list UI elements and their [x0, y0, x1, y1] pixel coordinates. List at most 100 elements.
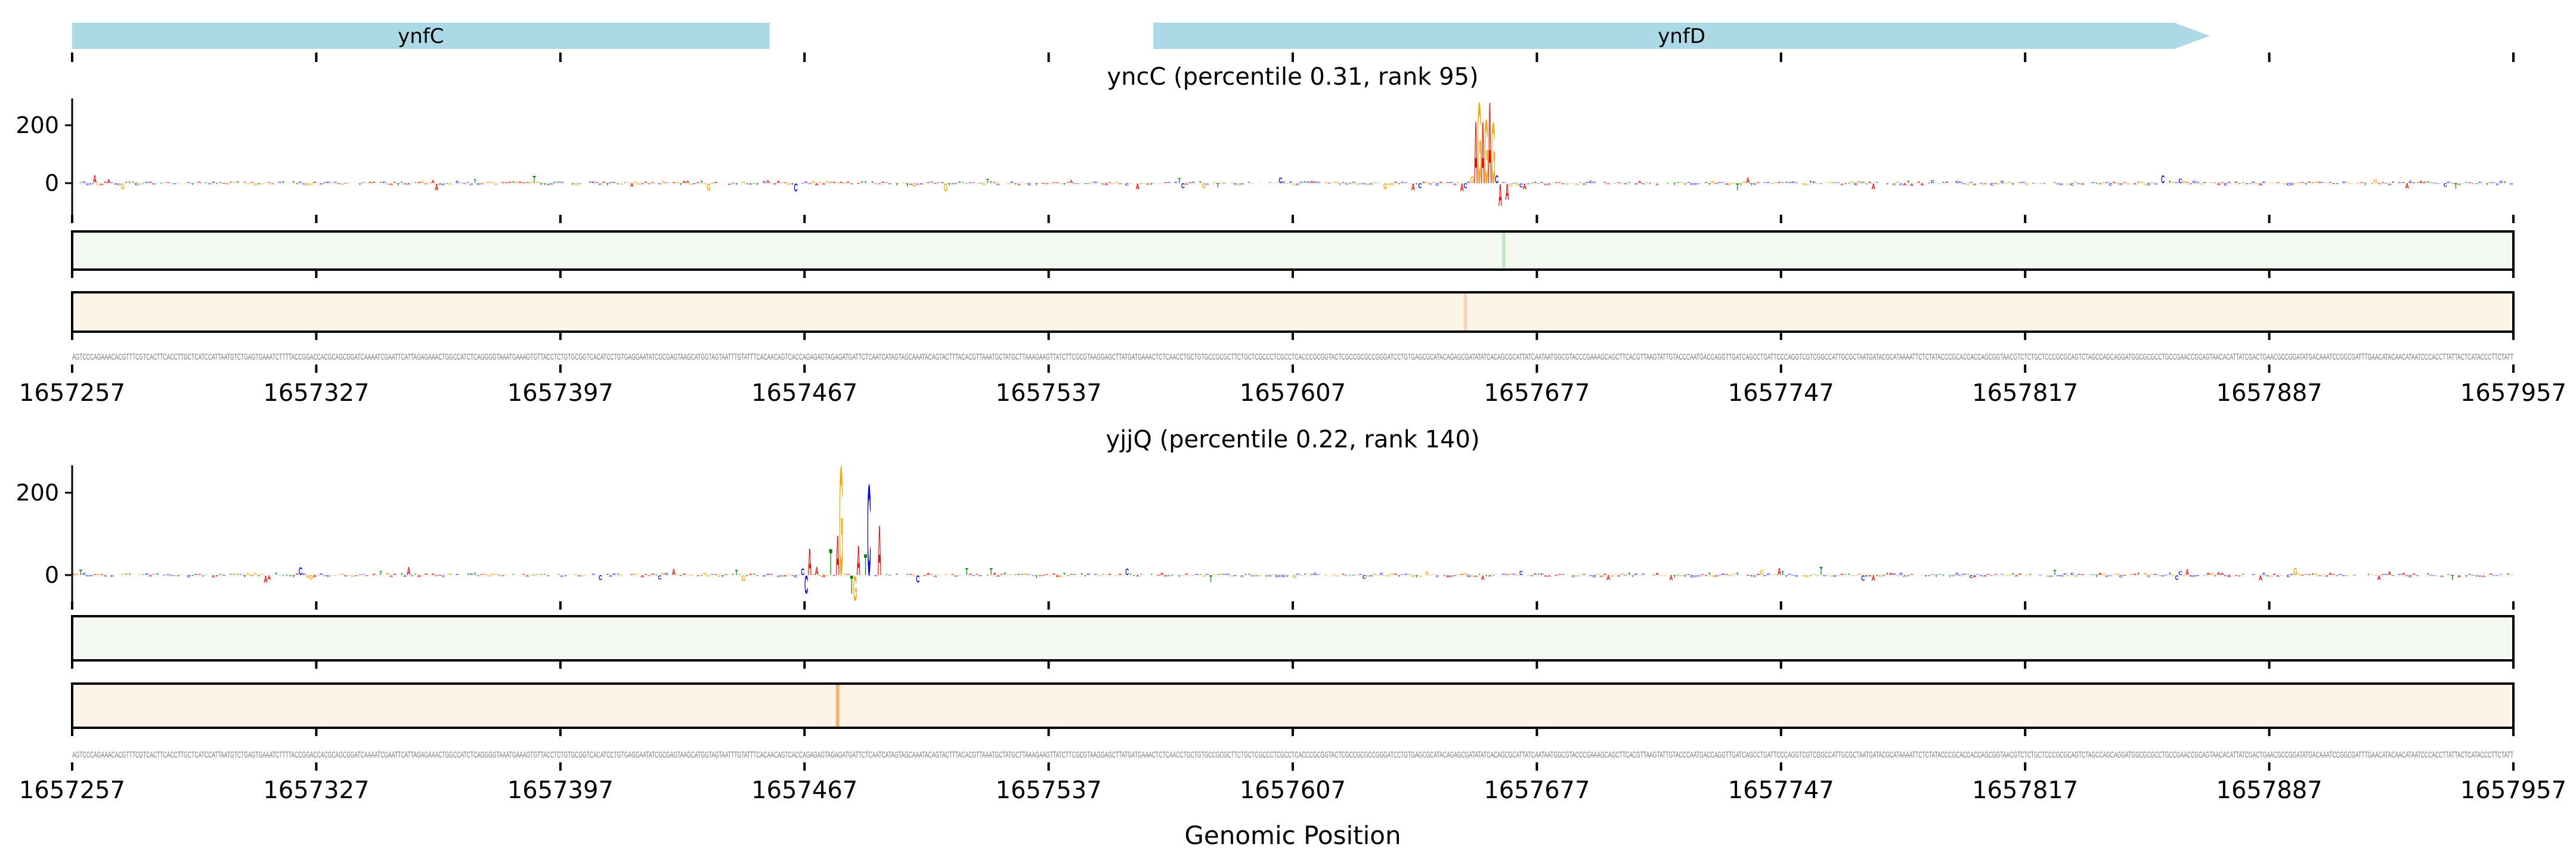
logo-letter-A: A	[1498, 178, 1502, 214]
logo-letter-C: C	[2478, 181, 2482, 184]
logo-letter-T: T	[1865, 574, 1869, 578]
logo-letter-A: A	[2332, 574, 2336, 576]
logo-letter-C: C	[599, 183, 602, 186]
logo-letter-C: C	[1282, 181, 1286, 184]
logo-letter-G: G	[1007, 574, 1011, 575]
logo-letter-A: A	[1446, 575, 1450, 578]
logo-letter-C: C	[2321, 182, 2326, 183]
logo-letter-G: G	[1478, 79, 1482, 209]
logo-letter-C: C	[553, 182, 558, 184]
logo-letter-C: C	[1938, 574, 1942, 575]
logo-letter-C: C	[278, 575, 282, 576]
logo-letter-A: A	[857, 536, 860, 584]
logo-letter-A: A	[2412, 183, 2416, 184]
logo-letter-G: G	[1491, 104, 1496, 202]
logo-letter-G: G	[2283, 183, 2287, 186]
logo-letter-A: A	[682, 180, 686, 184]
logo-letter-G: G	[1355, 183, 1360, 186]
logo-letter-G: G	[1024, 573, 1028, 576]
logo-letter-T: T	[1736, 181, 1739, 193]
logo-letter-C: C	[1345, 183, 1349, 186]
logo-letter-T: T	[745, 183, 748, 186]
logo-letter-G: G	[1805, 183, 1809, 186]
logo-letter-T: T	[711, 574, 714, 576]
logo-letter-A: A	[1460, 574, 1465, 576]
logo-letter-T: T	[2029, 574, 2032, 576]
logo-letter-C: C	[2290, 573, 2294, 576]
logo-letter-T: T	[1063, 183, 1066, 186]
logo-letter-C: C	[2430, 183, 2434, 184]
logo-letter-A: A	[72, 574, 76, 576]
logo-letter-T: T	[2464, 575, 2468, 578]
logo-letter-C: C	[804, 570, 808, 600]
logo-letter-C: C	[1791, 181, 1795, 184]
logo-letter-T: T	[2088, 183, 2092, 184]
logo-letter-G: G	[2046, 575, 2050, 578]
logo-letter-G: G	[2074, 575, 2078, 577]
logo-letter-A: A	[2123, 575, 2127, 576]
logo-letter-G: G	[742, 574, 746, 583]
logo-letter-T: T	[1886, 573, 1890, 576]
logo-letter-C: C	[1076, 183, 1080, 184]
logo-letter-A: A	[2185, 182, 2190, 184]
logo-letter-A: A	[1136, 181, 1140, 191]
logo-letter-C: C	[1206, 574, 1210, 576]
logo-letter-G: G	[2008, 181, 2012, 184]
x-tick-label: 1657677	[1484, 379, 1590, 407]
logo-letter-A: A	[372, 573, 376, 576]
logo-letter-T: T	[1063, 573, 1066, 576]
logo-letter-T: T	[2416, 183, 2420, 184]
logo-letter-C: C	[456, 574, 460, 576]
logo-letter-C: C	[1893, 573, 1896, 576]
logo-letter-T: T	[1101, 183, 1105, 186]
logo-letter-C: C	[1589, 180, 1593, 184]
logo-letter-T: T	[1199, 181, 1202, 184]
logo-letter-C: C	[2077, 183, 2082, 185]
logo-letter-C: C	[693, 183, 697, 185]
x-tick-label: 1657957	[2460, 379, 2566, 407]
logo-letter-T: T	[1178, 178, 1181, 186]
logo-letter-C: C	[2444, 183, 2447, 188]
logo-letter-A: A	[933, 183, 937, 184]
logo-letter-C: C	[194, 574, 199, 576]
logo-letter-C: C	[1502, 182, 1506, 184]
logo-letter-C: C	[888, 575, 892, 576]
logo-letter-T: T	[128, 181, 131, 184]
logo-letter-G: G	[2008, 575, 2012, 576]
logo-letter-A: A	[1342, 183, 1346, 184]
logo-letter-G: G	[581, 575, 586, 577]
logo-letter-C: C	[1087, 183, 1091, 184]
logo-letter-T: T	[466, 573, 469, 576]
logo-letter-T: T	[986, 575, 989, 577]
logo-letter-C: C	[476, 575, 481, 576]
logo-letter-C: C	[2175, 574, 2179, 582]
logo-letter-G: G	[2157, 575, 2162, 577]
logo-letter-G: G	[2293, 565, 2298, 577]
logo-letter-T: T	[2371, 183, 2374, 184]
x-tick-label: 1657257	[19, 777, 125, 804]
logo-letter-G: G	[1355, 575, 1360, 576]
logo-letter-G: G	[1331, 574, 1335, 576]
logo-letter-C: C	[187, 575, 191, 578]
logo-letter-T: T	[1150, 574, 1153, 576]
logo-letter-A: A	[525, 182, 530, 184]
logo-letter-T: T	[1485, 575, 1488, 577]
logo-letter-C: C	[1586, 182, 1590, 184]
logo-letter-T: T	[1673, 574, 1677, 578]
logo-letter-A: A	[682, 573, 686, 576]
logo-letter-A: A	[2468, 574, 2472, 576]
logo-letter-T: T	[1035, 574, 1039, 579]
logo-letter-A: A	[1889, 572, 1893, 576]
logo-letter-T: T	[1199, 574, 1202, 575]
logo-letter-C: C	[1429, 575, 1433, 576]
logo-letter-G: G	[620, 575, 624, 577]
logo-letter-C: C	[2178, 178, 2182, 186]
logo-letter-G: G	[1335, 575, 1339, 577]
logo-letter-C: C	[1962, 183, 1967, 185]
logo-letter-C: C	[135, 183, 138, 186]
logo-letter-T: T	[735, 570, 739, 577]
logo-letter-C: C	[1955, 180, 1959, 184]
logo-letter-G: G	[2116, 573, 2120, 576]
logo-letter-C: C	[1401, 574, 1405, 575]
logo-letter-C: C	[1931, 574, 1935, 576]
